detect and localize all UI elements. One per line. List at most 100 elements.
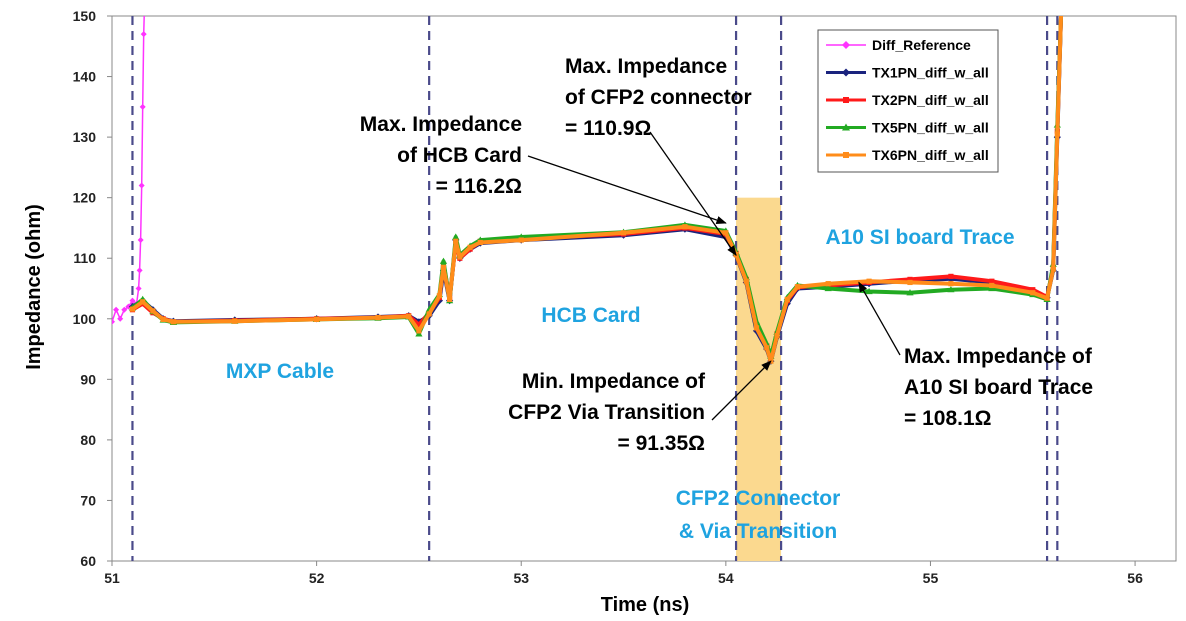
- legend-label-1: TX1PN_diff_w_all: [872, 65, 989, 81]
- region-label-mxp-line-0: MXP Cable: [226, 360, 334, 383]
- legend-marker-1: [842, 68, 850, 77]
- data-point-4-32: [907, 279, 913, 286]
- region-label-hcb-line-0: HCB Card: [541, 304, 640, 327]
- y-tick-label-8: 140: [73, 69, 97, 85]
- annotation-arrow-cfp2-max: [649, 131, 737, 257]
- data-point-4-8: [406, 313, 412, 319]
- data-point-0-12: [140, 31, 147, 38]
- y-tick-label-2: 80: [80, 432, 96, 448]
- data-point-4-31: [866, 278, 872, 284]
- x-tick-label-2: 53: [513, 570, 529, 586]
- annotation-a10-max-line-1: A10 SI board Trace: [904, 376, 1093, 399]
- data-point-4-35: [1030, 290, 1036, 296]
- data-point-4-10: [426, 311, 432, 317]
- cfp2-highlight-band: [736, 197, 782, 561]
- data-point-4-13: [447, 296, 453, 302]
- data-point-0-1: [113, 306, 120, 313]
- data-point-4-23: [743, 278, 749, 284]
- annotation-a10-max-line-2: = 108.1Ω: [904, 407, 992, 430]
- data-point-0-10: [138, 182, 145, 189]
- series-lines: [112, 0, 1065, 365]
- highlight-band-group: [736, 197, 782, 561]
- y-axis-title: Impedance (ohm): [23, 204, 45, 370]
- legend-label-3: TX5PN_diff_w_all: [872, 120, 989, 136]
- data-point-4-18: [518, 237, 524, 243]
- annotation-via-min-line-0: Min. Impedance of: [522, 370, 706, 393]
- series-line-4: [131, 16, 1064, 364]
- data-point-0-7: [135, 285, 142, 292]
- series-Diff_Reference: [112, 0, 148, 325]
- x-tick-label-3: 54: [718, 570, 734, 586]
- y-tick-label-1: 70: [80, 492, 96, 508]
- data-point-4-9: [416, 328, 422, 334]
- data-point-3-12: [439, 257, 448, 264]
- data-point-4-37: [1050, 266, 1056, 272]
- annotation-via-min-line-2: = 91.35Ω: [618, 432, 706, 455]
- data-point-4-20: [682, 224, 688, 230]
- data-point-4-3: [160, 316, 166, 322]
- data-point-4-0: [129, 306, 136, 312]
- annotation-cfp2-max-line-0: Max. Impedance: [565, 55, 727, 78]
- data-point-4-34: [989, 282, 995, 289]
- data-point-1-39: [1058, 0, 1065, 7]
- x-tick-label-1: 52: [309, 570, 325, 586]
- legend-label-4: TX6PN_diff_w_all: [872, 147, 989, 163]
- x-tick-label-0: 51: [104, 570, 120, 586]
- data-point-0-2: [117, 315, 124, 322]
- data-point-4-6: [314, 316, 320, 322]
- data-point-3-30: [824, 284, 832, 292]
- data-point-2-32: [907, 276, 913, 283]
- x-tick-label-5: 56: [1127, 570, 1143, 586]
- data-point-2-9: [416, 322, 422, 328]
- annotation-via-min-line-1: CFP2 Via Transition: [508, 401, 705, 424]
- y-tick-label-4: 100: [73, 311, 97, 327]
- data-point-0-13: [142, 0, 148, 1]
- y-tick-label-7: 130: [73, 129, 97, 145]
- data-point-4-11: [436, 293, 442, 299]
- data-point-0-0: [112, 318, 115, 325]
- data-point-4-12: [440, 264, 447, 270]
- data-point-4-17: [477, 239, 483, 246]
- y-tick-label-0: 60: [80, 553, 96, 569]
- data-point-3-14: [452, 233, 460, 240]
- y-tick-label-3: 90: [80, 371, 96, 387]
- data-point-2-39: [1059, 1, 1064, 6]
- annotation-arrow-hcb-max: [527, 155, 727, 225]
- annotation-hcb-max-line-1: of HCB Card: [397, 144, 522, 167]
- annotation-hcb-max-line-2: = 116.2Ω: [436, 175, 522, 198]
- data-point-3-32: [906, 289, 914, 296]
- data-point-4-30: [825, 281, 831, 287]
- data-point-0-3: [121, 306, 128, 313]
- annotation-arrow-via-min: [711, 360, 772, 421]
- data-point-4-5: [232, 318, 238, 324]
- data-point-4-16: [467, 244, 473, 250]
- data-point-4-33: [948, 281, 954, 287]
- x-axis-title: Time (ns): [601, 594, 690, 616]
- data-point-4-4: [170, 319, 176, 325]
- annotations: Max. Impedance of HCB Card = 116.2Ω Max. Im…: [226, 55, 1093, 543]
- data-point-4-39: [1059, 1, 1064, 6]
- data-point-4-21: [723, 230, 729, 236]
- data-point-2-34: [989, 278, 995, 284]
- data-point-4-38: [1054, 131, 1060, 137]
- data-point-2-33: [948, 273, 954, 279]
- legend-marker-3: [842, 123, 850, 131]
- annotation-a10-max-line-0: Max. Impedance of: [904, 345, 1093, 368]
- region-label-a10-line-0: A10 SI board Trace: [825, 226, 1014, 249]
- data-point-4-2: [150, 308, 156, 314]
- y-tick-label-9: 150: [73, 8, 97, 24]
- data-point-3-33: [947, 286, 955, 293]
- legend-label-0: Diff_Reference: [872, 37, 971, 53]
- data-point-4-19: [620, 230, 627, 236]
- x-tick-label-4: 55: [923, 570, 939, 586]
- legend: Diff_Reference TX1PN_diff_w_all TX2PN_diff…: [817, 29, 999, 173]
- annotation-hcb-max-line-0: Max. Impedance: [360, 113, 522, 136]
- data-point-4-28: [784, 296, 790, 302]
- data-point-0-11: [139, 103, 146, 110]
- annotation-arrows: [527, 131, 901, 421]
- data-point-4-15: [457, 254, 463, 260]
- data-point-4-14: [453, 238, 459, 244]
- data-point-4-27: [774, 333, 780, 339]
- y-tick-label-6: 120: [73, 190, 97, 206]
